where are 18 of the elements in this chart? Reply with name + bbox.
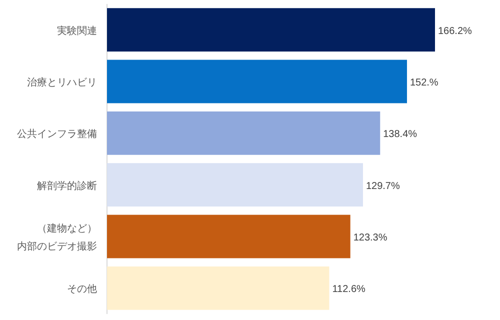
data-label: 123.3% xyxy=(353,232,388,244)
data-label: 166.2% xyxy=(438,26,472,37)
data-label: 129.7% xyxy=(366,180,400,192)
data-label: 112.6% xyxy=(332,284,366,296)
bar xyxy=(107,111,380,155)
y-tick-label: 実験関連 xyxy=(57,24,97,37)
bar xyxy=(107,8,435,52)
y-tick-label: 治療とリハビリ xyxy=(27,76,97,88)
bar xyxy=(107,214,350,258)
bar xyxy=(107,266,330,310)
y-tick-label: 解剖学的診断 xyxy=(37,180,97,192)
y-tick-label: その他 xyxy=(67,283,97,296)
bar xyxy=(107,60,407,104)
bar xyxy=(107,163,363,207)
y-tick-label: 公共インフラ整備 xyxy=(17,128,97,140)
data-label: 138.4% xyxy=(383,129,418,140)
y-tick-label: （建物など）内部のビデオ撮影 xyxy=(17,222,97,252)
data-label: 152.% xyxy=(410,78,438,88)
